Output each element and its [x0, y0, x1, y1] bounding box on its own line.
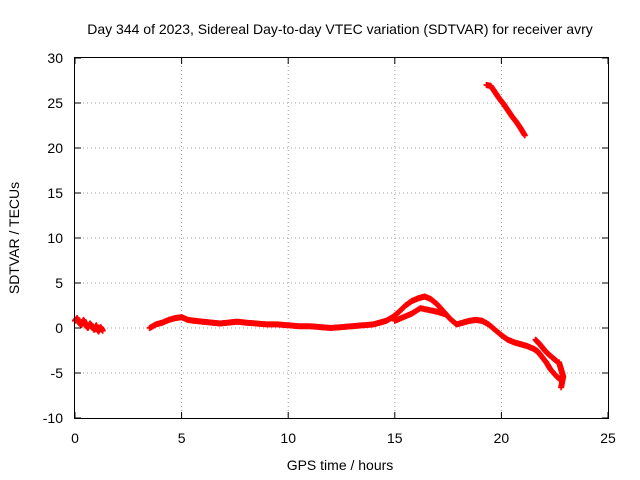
data-point — [521, 132, 528, 139]
y-tick-label: 15 — [47, 185, 63, 201]
x-tick-label: 15 — [387, 430, 403, 446]
data-point — [99, 327, 106, 334]
y-tick-label: -5 — [51, 365, 64, 381]
y-tick-label: 5 — [55, 275, 63, 291]
x-axis-label: GPS time / hours — [287, 457, 394, 473]
y-tick-label: -10 — [43, 410, 63, 426]
data-points — [72, 82, 567, 391]
plot-frame — [74, 57, 609, 419]
y-tick-labels: -10 -5 0 5 10 15 20 25 30 — [43, 50, 63, 426]
axis-ticks — [74, 57, 609, 419]
y-tick-label: 10 — [47, 230, 63, 246]
y-tick-label: 25 — [47, 95, 63, 111]
grid — [75, 58, 608, 418]
x-tick-label: 10 — [280, 430, 296, 446]
y-axis-label: SDTVAR / TECUs — [6, 182, 22, 294]
data-point — [558, 384, 565, 391]
y-tick-label: 30 — [47, 50, 63, 66]
x-tick-label: 5 — [178, 430, 186, 446]
x-tick-label: 25 — [600, 430, 616, 446]
x-tick-labels: 0 5 10 15 20 25 — [71, 430, 616, 446]
y-tick-label: 0 — [55, 320, 63, 336]
chart-title: Day 344 of 2023, Sidereal Day-to-day VTE… — [87, 21, 593, 37]
data-point — [442, 311, 449, 318]
x-tick-label: 0 — [71, 430, 79, 446]
x-tick-label: 20 — [494, 430, 510, 446]
y-tick-label: 20 — [47, 140, 63, 156]
